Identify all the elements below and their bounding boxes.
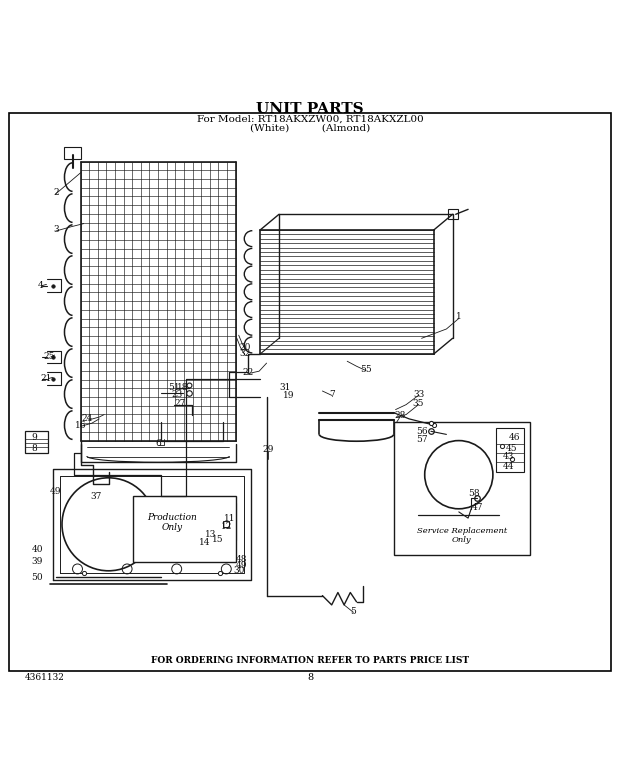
Text: 55: 55 bbox=[360, 364, 371, 374]
Text: 21: 21 bbox=[41, 374, 52, 383]
Text: 44: 44 bbox=[503, 462, 514, 471]
Text: 57: 57 bbox=[416, 435, 427, 444]
Text: FOR ORDERING INFORMATION REFER TO PARTS PRICE LIST: FOR ORDERING INFORMATION REFER TO PARTS … bbox=[151, 656, 469, 665]
Bar bbox=[394, 422, 530, 555]
Text: 4: 4 bbox=[37, 281, 43, 290]
Text: 48: 48 bbox=[236, 555, 247, 564]
Text: 58: 58 bbox=[469, 489, 480, 498]
Text: 23: 23 bbox=[171, 389, 182, 399]
Text: 35: 35 bbox=[413, 399, 424, 408]
Bar bbox=[448, 210, 458, 219]
Text: UNIT PARTS: UNIT PARTS bbox=[256, 102, 364, 116]
Text: 37: 37 bbox=[91, 492, 102, 501]
Text: 9: 9 bbox=[31, 433, 37, 442]
Text: 27: 27 bbox=[174, 399, 185, 408]
Text: 40: 40 bbox=[32, 544, 43, 554]
Text: 5: 5 bbox=[350, 607, 356, 615]
Text: 18: 18 bbox=[177, 383, 188, 393]
Text: 56: 56 bbox=[416, 427, 427, 436]
Text: 8: 8 bbox=[31, 443, 37, 453]
Text: 4361132: 4361132 bbox=[25, 673, 64, 682]
Text: 7: 7 bbox=[329, 389, 335, 399]
Text: 43: 43 bbox=[503, 451, 514, 461]
Text: 16: 16 bbox=[75, 421, 86, 429]
Text: 11: 11 bbox=[224, 514, 235, 522]
Text: 33: 33 bbox=[413, 389, 424, 399]
Bar bbox=[133, 497, 236, 561]
Text: Service Replacement
Only: Service Replacement Only bbox=[417, 527, 507, 544]
Text: 31: 31 bbox=[280, 383, 291, 393]
Text: 28: 28 bbox=[394, 411, 405, 420]
Text: Production
Only: Production Only bbox=[148, 513, 197, 532]
Text: 50: 50 bbox=[32, 572, 43, 582]
Text: 39: 39 bbox=[32, 557, 43, 566]
Text: 49: 49 bbox=[50, 487, 61, 496]
Text: 12: 12 bbox=[221, 522, 232, 531]
Text: 32: 32 bbox=[239, 350, 250, 358]
Text: 14: 14 bbox=[199, 538, 210, 547]
Text: 3: 3 bbox=[53, 225, 59, 235]
Text: (White)          (Almond): (White) (Almond) bbox=[250, 124, 370, 133]
Bar bbox=[192, 503, 236, 540]
Text: 30: 30 bbox=[233, 566, 244, 576]
Bar bbox=[64, 147, 81, 159]
Text: 25: 25 bbox=[44, 353, 55, 361]
Text: For Model: RT18AKXZW00, RT18AKXZL00: For Model: RT18AKXZW00, RT18AKXZL00 bbox=[197, 115, 423, 124]
Text: 45: 45 bbox=[506, 443, 517, 453]
Text: 47: 47 bbox=[472, 503, 483, 512]
Text: 20: 20 bbox=[239, 343, 250, 352]
Text: 46: 46 bbox=[509, 433, 520, 442]
Text: 49: 49 bbox=[236, 561, 247, 570]
Text: 22: 22 bbox=[242, 368, 254, 377]
Text: 8: 8 bbox=[307, 673, 313, 682]
Bar bbox=[25, 432, 48, 453]
Text: 51: 51 bbox=[168, 383, 179, 393]
Text: 13: 13 bbox=[205, 530, 216, 540]
Text: 15: 15 bbox=[213, 536, 224, 544]
Text: 29: 29 bbox=[262, 446, 273, 454]
Text: 6: 6 bbox=[155, 439, 161, 448]
Text: 2: 2 bbox=[53, 188, 59, 197]
Text: 19: 19 bbox=[283, 391, 294, 400]
Text: 1: 1 bbox=[456, 312, 462, 321]
Text: 24: 24 bbox=[81, 414, 92, 423]
Bar bbox=[496, 429, 524, 472]
